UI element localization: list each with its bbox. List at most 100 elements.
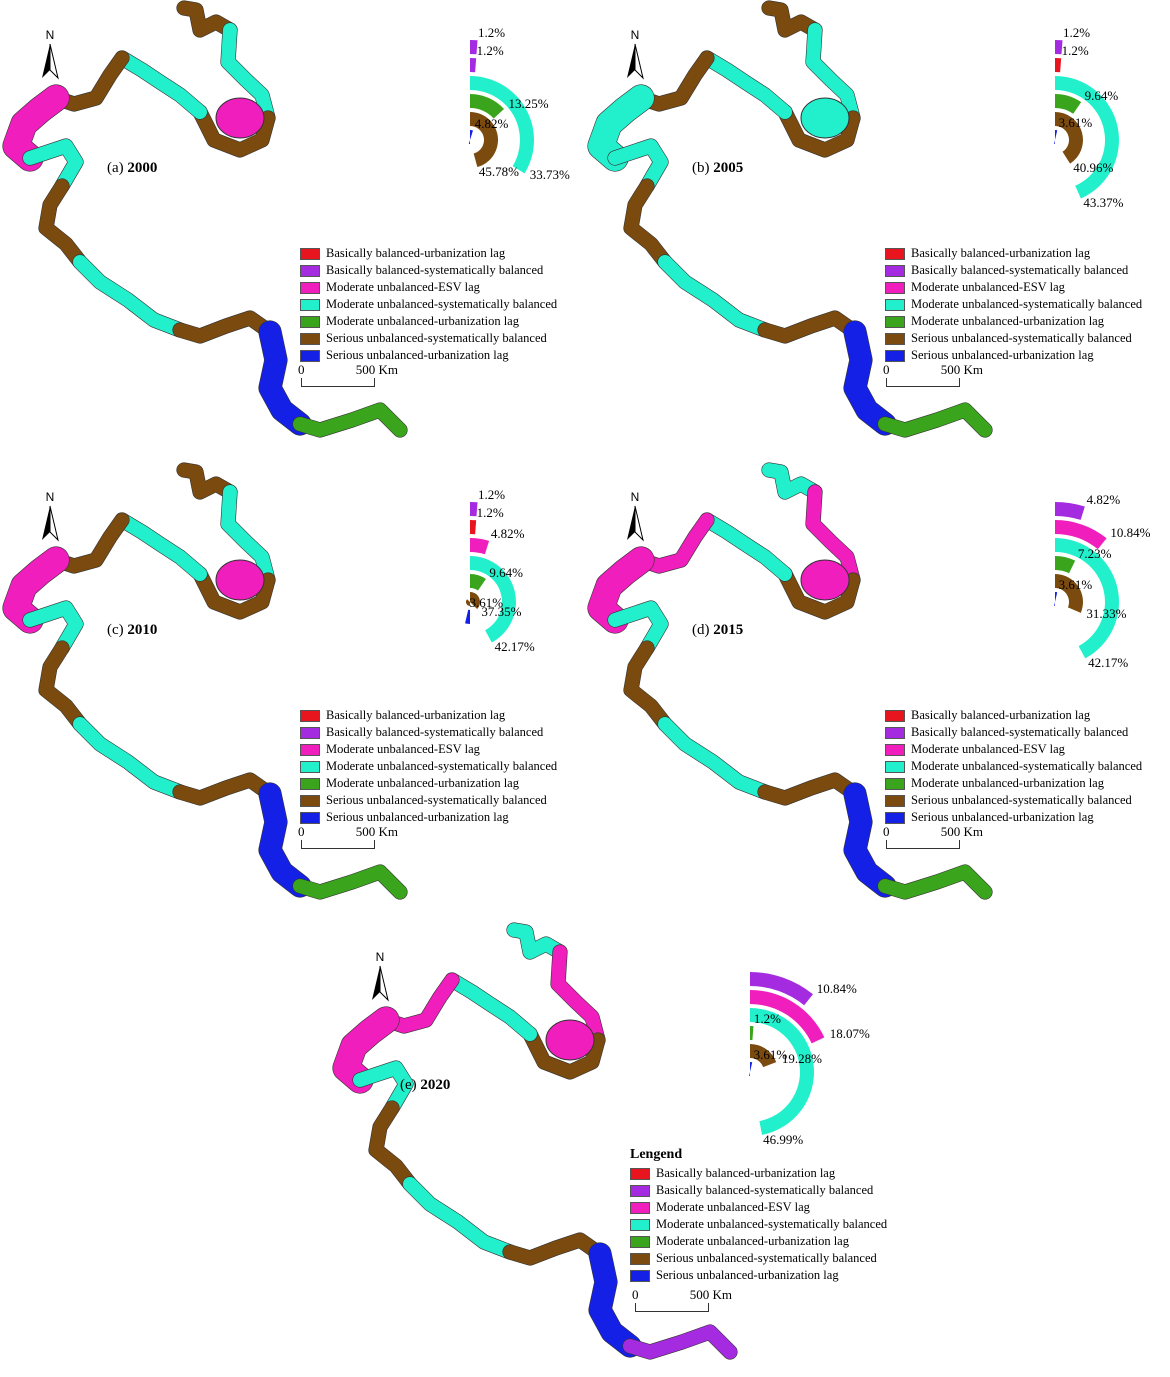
map-region — [177, 463, 237, 499]
scale-start: 0 — [883, 362, 890, 377]
ring-percent-label: 4.82% — [490, 526, 525, 542]
map-region — [762, 1, 822, 37]
ring-percent-label: 10.84% — [1110, 524, 1151, 540]
ring-percent-label: 1.2% — [1062, 25, 1091, 41]
ring-percent-label: 37.35% — [481, 604, 522, 620]
legend-label: Serious unbalanced-systematically balanc… — [656, 1251, 877, 1265]
legend-item: Basically balanced-urbanization lag — [630, 1165, 887, 1182]
legend-label: Moderate unbalanced-systematically balan… — [911, 297, 1143, 311]
legend-swatch — [885, 726, 905, 739]
legend-swatch — [885, 281, 905, 294]
legend-label: Serious unbalanced-urbanization lag — [911, 348, 1094, 362]
ring-segment — [1055, 520, 1107, 550]
legend-item: Serious unbalanced-urbanization lag — [630, 1267, 887, 1284]
panel-b-2005: 1.2% 1.2% 43.37% 9.64% 40.96% 3.61% (b) 2005 N … — [585, 0, 1170, 460]
legend-label: Moderate unbalanced-systematically balan… — [326, 297, 558, 311]
ring-segment — [470, 40, 478, 55]
legend-item: Moderate unbalanced-systematically balan… — [885, 296, 1142, 313]
map-region — [221, 23, 275, 125]
legend-label: Moderate unbalanced-systematically balan… — [656, 1217, 888, 1231]
legend-item: Serious unbalanced-systematically balanc… — [885, 792, 1142, 809]
map-region-large — [800, 559, 850, 601]
legend-label: Basically balanced-systematically balanc… — [656, 1183, 874, 1197]
legend-item: Moderate unbalanced-systematically balan… — [885, 758, 1142, 775]
ring-percent-label: 42.17% — [494, 638, 535, 654]
legend-label: Basically balanced-urbanization lag — [326, 246, 506, 260]
map-region — [623, 1325, 737, 1359]
map-region — [115, 513, 207, 581]
legend-swatch — [885, 247, 905, 260]
legend-label: Basically balanced-urbanization lag — [326, 708, 506, 722]
legend-swatch — [300, 811, 320, 824]
legend-item: Serious unbalanced-systematically balanc… — [300, 792, 557, 809]
map-region — [608, 601, 668, 655]
map-region — [758, 311, 862, 343]
map-region — [221, 485, 275, 587]
panel-graphic — [2, 462, 517, 900]
map-region — [333, 1007, 399, 1093]
map-region — [3, 85, 69, 171]
map-region-large — [800, 97, 850, 139]
panel-label: (c) — [107, 622, 124, 638]
map-region — [259, 321, 311, 435]
legend-label: Moderate unbalanced-urbanization lag — [911, 314, 1104, 328]
scale-end: 500 Km — [355, 824, 398, 839]
ring-percent-label: 1.2% — [476, 43, 504, 59]
north-label: N — [630, 490, 640, 504]
legend-swatch — [885, 743, 905, 756]
ring-segment — [1055, 112, 1083, 164]
legend-label: Moderate unbalanced-ESV lag — [911, 742, 1065, 756]
legend-item: Moderate unbalanced-urbanization lag — [885, 775, 1142, 792]
ring-segment — [1054, 592, 1058, 606]
legend-label: Serious unbalanced-urbanization lag — [656, 1268, 839, 1282]
map-region — [23, 601, 83, 655]
map-region — [293, 403, 407, 437]
map-region — [177, 1, 237, 37]
north-arrow-icon: N — [368, 950, 392, 1002]
scale-end: 500 Km — [355, 362, 398, 377]
map-region — [551, 945, 605, 1047]
legend-swatch — [300, 794, 320, 807]
map-region — [369, 1101, 417, 1191]
legend-item: Serious unbalanced-urbanization lag — [300, 347, 557, 364]
ring-segment — [1055, 94, 1082, 114]
ring-segment — [1055, 58, 1062, 73]
legend-item: Basically balanced-systematically balanc… — [300, 262, 557, 279]
ring-percent-label: 31.33% — [1086, 606, 1127, 622]
region-map — [2, 462, 408, 900]
legend-item: Moderate unbalanced-ESV lag — [885, 279, 1142, 296]
map-region — [624, 179, 672, 269]
north-arrow-icon: N — [623, 28, 647, 80]
panel-caption: (d) 2015 — [692, 622, 743, 639]
scale-line — [301, 378, 375, 387]
legend-label: Moderate unbalanced-ESV lag — [911, 280, 1065, 294]
ring-percent-label: 45.78% — [478, 163, 519, 179]
map-region-large — [215, 559, 265, 601]
ring-segment — [466, 592, 481, 610]
north-arrow-icon: N — [38, 490, 62, 542]
map-region — [503, 1233, 607, 1265]
ring-percent-label: 42.17% — [1088, 654, 1129, 670]
scale-start: 0 — [632, 1287, 639, 1302]
panel-year: 2000 — [127, 160, 158, 176]
north-arrow-icon: N — [38, 28, 62, 80]
legend-item: Moderate unbalanced-systematically balan… — [300, 296, 557, 313]
north-label: N — [45, 28, 55, 42]
panel-label: (d) — [692, 622, 710, 638]
legend-item: Moderate unbalanced-ESV lag — [630, 1199, 887, 1216]
map-region — [608, 139, 668, 193]
scale-start: 0 — [298, 362, 305, 377]
legend-swatch — [885, 349, 905, 362]
map-region — [700, 513, 792, 581]
panel-year: 2010 — [127, 622, 158, 638]
legend-label: Moderate unbalanced-urbanization lag — [911, 776, 1104, 790]
ring-percent-label: 10.84% — [816, 980, 857, 996]
scale-bar: 0 500 Km — [298, 824, 398, 849]
map-region — [844, 783, 896, 897]
scale-bar: 0 500 Km — [883, 362, 983, 387]
legend-swatch — [885, 298, 905, 311]
map-region-large — [545, 1019, 595, 1061]
ring-percent-label: 4.82% — [474, 115, 509, 131]
region-map — [587, 0, 993, 438]
panel-graphic — [587, 0, 1119, 438]
